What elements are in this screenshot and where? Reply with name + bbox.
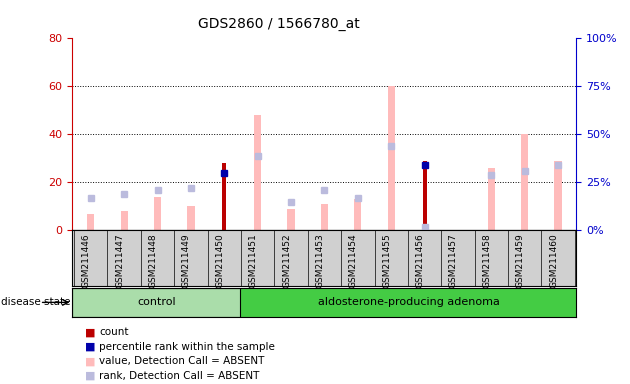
- Bar: [488, 168, 495, 230]
- Text: GSM211448: GSM211448: [149, 233, 158, 288]
- Text: GSM211454: GSM211454: [349, 233, 358, 288]
- Text: GSM211457: GSM211457: [449, 233, 458, 288]
- Bar: [187, 207, 195, 230]
- Bar: [387, 86, 395, 230]
- Bar: [254, 115, 261, 230]
- Text: ■: ■: [85, 356, 96, 366]
- Text: GSM211446: GSM211446: [82, 233, 91, 288]
- Text: aldosterone-producing adenoma: aldosterone-producing adenoma: [318, 297, 500, 308]
- Bar: [423, 161, 427, 230]
- Text: rank, Detection Call = ABSENT: rank, Detection Call = ABSENT: [99, 371, 260, 381]
- Bar: [287, 209, 295, 230]
- Bar: [521, 134, 529, 230]
- Text: GSM211459: GSM211459: [516, 233, 525, 288]
- Bar: [554, 161, 562, 230]
- Text: count: count: [99, 327, 129, 337]
- Text: ■: ■: [85, 327, 96, 337]
- Bar: [354, 199, 362, 230]
- Bar: [222, 163, 226, 230]
- Text: GSM211456: GSM211456: [416, 233, 425, 288]
- Text: GSM211447: GSM211447: [115, 233, 124, 288]
- Text: GDS2860 / 1566780_at: GDS2860 / 1566780_at: [198, 17, 360, 31]
- Bar: [154, 197, 161, 230]
- Text: GSM211455: GSM211455: [382, 233, 391, 288]
- Bar: [120, 211, 128, 230]
- Text: ■: ■: [85, 371, 96, 381]
- Text: value, Detection Call = ABSENT: value, Detection Call = ABSENT: [99, 356, 264, 366]
- Text: percentile rank within the sample: percentile rank within the sample: [99, 342, 275, 352]
- Text: GSM211453: GSM211453: [316, 233, 324, 288]
- Bar: [72, 288, 241, 317]
- Text: GSM211458: GSM211458: [483, 233, 491, 288]
- Text: control: control: [137, 297, 176, 308]
- Text: ■: ■: [85, 342, 96, 352]
- Text: GSM211460: GSM211460: [549, 233, 558, 288]
- Bar: [321, 204, 328, 230]
- Text: GSM211450: GSM211450: [215, 233, 224, 288]
- Text: disease state: disease state: [1, 297, 71, 308]
- Text: GSM211451: GSM211451: [249, 233, 258, 288]
- Text: GSM211452: GSM211452: [282, 233, 291, 288]
- Bar: [87, 214, 94, 230]
- Text: GSM211449: GSM211449: [182, 233, 191, 288]
